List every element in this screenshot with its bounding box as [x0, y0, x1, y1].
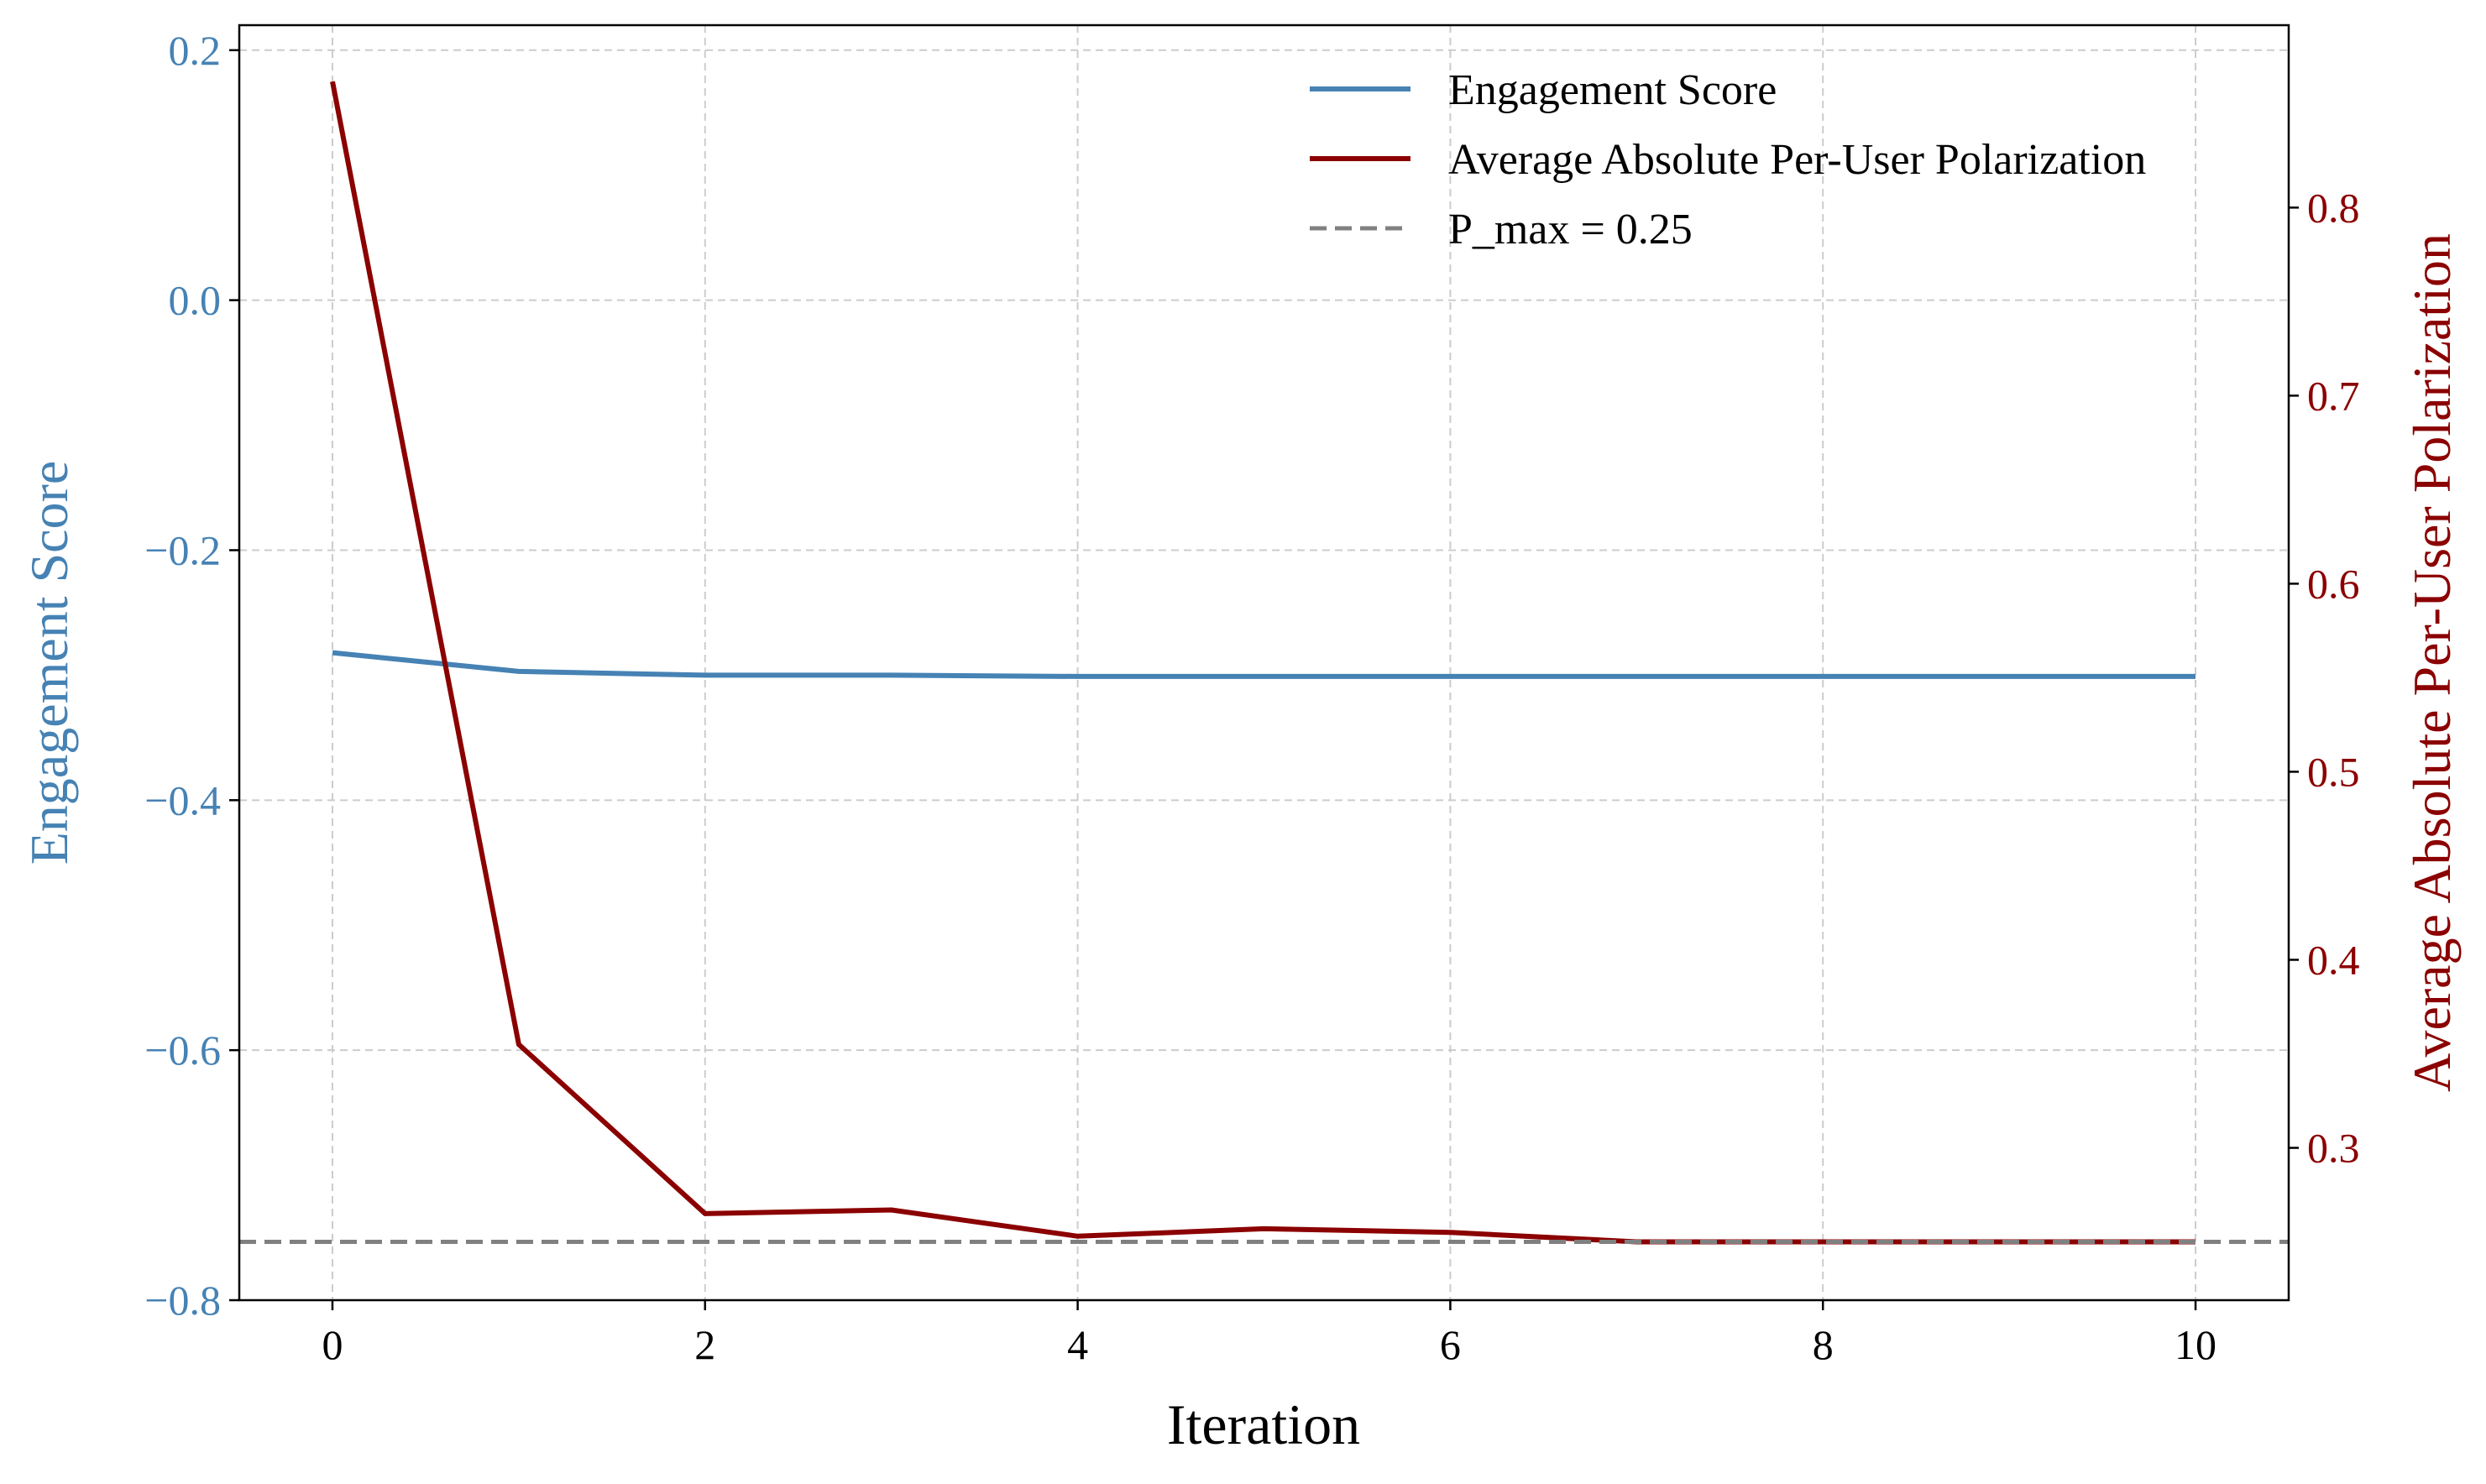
- legend-label: Average Absolute Per-User Polarization: [1448, 136, 2146, 184]
- x-axis-label: Iteration: [1167, 1393, 1360, 1456]
- left-y-tick-label: −0.2: [144, 526, 221, 573]
- x-tick-label: 6: [1440, 1321, 1461, 1368]
- engagement-score-line: [332, 650, 2196, 679]
- legend-label: Engagement Score: [1448, 66, 1777, 114]
- ticks-layer: 0 2 4 6 8 10 0.2 0.0 −0.2 −0.4 −0.6 −0.8 0.3 0.4 0.5 0.…: [144, 27, 2359, 1368]
- right-y-tick-label: 0.5: [2307, 748, 2360, 795]
- polarization-line: [330, 81, 2196, 1245]
- left-y-axis-label: Engagement Score: [19, 461, 79, 865]
- gridlines: [239, 25, 2289, 1301]
- left-y-tick-label: −0.8: [144, 1277, 221, 1324]
- right-y-tick-label: 0.4: [2307, 936, 2360, 983]
- right-y-axis-label: Average Absolute Per-User Polarization: [2402, 233, 2462, 1092]
- x-tick-label: 4: [1067, 1321, 1088, 1368]
- left-y-tick-label: −0.6: [144, 1027, 221, 1074]
- plot-frame: [238, 24, 2290, 1302]
- right-y-tick-label: 0.3: [2307, 1125, 2360, 1172]
- series-layer: [239, 81, 2289, 1245]
- right-y-tick-label: 0.7: [2307, 372, 2360, 419]
- x-tick-label: 2: [694, 1321, 715, 1368]
- x-tick-label: 8: [1813, 1321, 1834, 1368]
- legend-label: P_max = 0.25: [1448, 206, 1693, 253]
- x-tick-label: 10: [2175, 1321, 2216, 1368]
- x-tick-label: 0: [322, 1321, 343, 1368]
- left-y-tick-label: 0.0: [169, 277, 222, 324]
- right-y-tick-label: 0.8: [2307, 184, 2360, 231]
- left-y-tick-label: 0.2: [169, 27, 222, 74]
- left-y-tick-label: −0.4: [144, 776, 221, 823]
- right-y-tick-label: 0.6: [2307, 560, 2360, 607]
- legend: Engagement Score Average Absolute Per-Use…: [1310, 66, 2146, 253]
